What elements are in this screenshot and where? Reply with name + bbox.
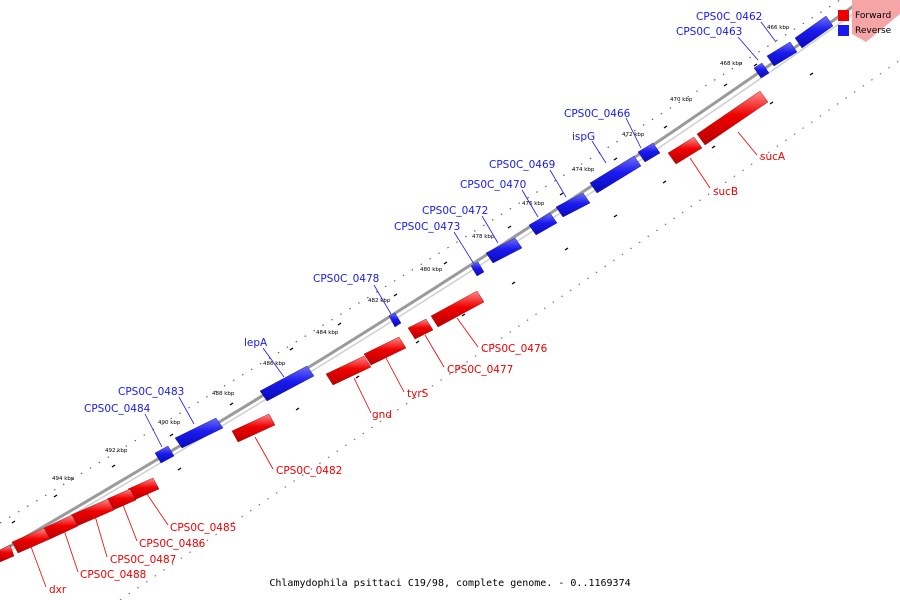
reverse-gene-boxes bbox=[154, 15, 834, 464]
gene-box-CPS0C_0470 bbox=[528, 212, 558, 236]
forward-leader-lines bbox=[29, 131, 758, 588]
tick-label-478: 478 kbp bbox=[472, 234, 495, 240]
gene-label-CPS0C_0476: CPS0C_0476 bbox=[481, 343, 548, 355]
tick-label-476: 476 kbp bbox=[522, 201, 545, 207]
tick-label-482: 482 kbp bbox=[368, 298, 391, 304]
top-right-fragment bbox=[852, 0, 900, 42]
gene-box-CPS0C_0476 bbox=[430, 290, 485, 328]
legend-reverse-label: Reverse bbox=[855, 25, 892, 36]
gene-label-tyrS: tyrS bbox=[407, 388, 429, 400]
gene-label-CPS0C_0469: CPS0C_0469 bbox=[489, 159, 555, 171]
gene-label-CPS0C_0485: CPS0C_0485 bbox=[170, 522, 236, 534]
gene-box-ispG bbox=[589, 155, 642, 194]
genome-backbone bbox=[0, 0, 863, 554]
gene-box-dxr bbox=[11, 527, 51, 554]
gene-box-CPS0C_0463b bbox=[753, 62, 770, 79]
legend-forward: Forward bbox=[838, 8, 891, 23]
inner-dotted-ring bbox=[119, 59, 900, 600]
gene-box-CPS0C_0472 bbox=[485, 237, 523, 264]
gene-label-CPS0C_0466: CPS0C_0466 bbox=[564, 108, 631, 120]
gene-box-gnd bbox=[325, 355, 372, 386]
gene-label-CPS0C_0470: CPS0C_0470 bbox=[460, 179, 526, 191]
gene-box-CPS0C_0484 bbox=[154, 445, 175, 464]
tick-label-474: 474 kbp bbox=[572, 167, 595, 173]
gene-label-lepA: lepA bbox=[244, 337, 268, 349]
gene-label-CPS0C_0483: CPS0C_0483 bbox=[118, 386, 184, 398]
gene-box-CPS0C_0466 bbox=[637, 142, 661, 163]
tick-label-484: 484 kbp bbox=[316, 330, 339, 336]
gene-label-dxr: dxr bbox=[49, 584, 67, 596]
legend-reverse-swatch bbox=[838, 25, 849, 36]
tick-label-490: 490 kbp bbox=[158, 420, 181, 426]
gene-label-CPS0C_0488: CPS0C_0488 bbox=[80, 569, 146, 581]
kbp-tick-labels: 466 kbp 468 kbp 470 kbp 472 kbp 474 kbp … bbox=[52, 25, 790, 482]
gene-box-CPS0C_0477 bbox=[407, 318, 434, 340]
gene-label-CPS0C_0486: CPS0C_0486 bbox=[139, 538, 206, 550]
ring-ticks bbox=[11, 19, 830, 524]
gene-label-ispG: ispG bbox=[572, 131, 595, 143]
gene-box-lepA bbox=[259, 365, 315, 402]
gene-label-CPS0C_0472: CPS0C_0472 bbox=[422, 205, 488, 217]
tick-label-470: 470 kbp bbox=[670, 97, 693, 103]
gene-label-sucA: sucA bbox=[760, 151, 786, 163]
legend: Forward Reverse bbox=[838, 8, 891, 38]
gene-box-CPS0C_0473 bbox=[470, 261, 485, 277]
gene-box-CPS0C_0482 bbox=[231, 413, 276, 443]
gene-label-CPS0C_0482: CPS0C_0482 bbox=[276, 465, 342, 477]
tick-label-488: 488 kbp bbox=[212, 391, 235, 397]
gene-label-CPS0C_0463: CPS0C_0463 bbox=[676, 26, 742, 38]
gene-label-CPS0C_0487: CPS0C_0487 bbox=[110, 554, 176, 566]
gene-label-CPS0C_0477: CPS0C_0477 bbox=[447, 364, 513, 376]
legend-forward-swatch bbox=[838, 10, 849, 21]
tick-label-494: 494 kbp bbox=[52, 476, 75, 482]
gene-label-CPS0C_0462: CPS0C_0462 bbox=[696, 11, 762, 23]
forward-gene-boxes bbox=[0, 90, 769, 563]
outer-dotted-ring bbox=[0, 0, 841, 524]
genome-backbone-inner bbox=[0, 1, 871, 558]
gene-label-gnd: gnd bbox=[372, 409, 392, 421]
forward-gene-labels: sucA sucB CPS0C_0476 CPS0C_0477 tyrS gnd… bbox=[49, 151, 786, 596]
gene-label-CPS0C_0478: CPS0C_0478 bbox=[313, 273, 379, 285]
reverse-leader-lines bbox=[144, 21, 777, 448]
gene-box-CPS0C_0463 bbox=[766, 41, 798, 67]
tick-label-472: 472 kbp bbox=[622, 132, 645, 138]
gene-label-CPS0C_0473: CPS0C_0473 bbox=[394, 221, 460, 233]
gene-box-CPS0C_0483 bbox=[174, 417, 224, 449]
tick-label-468: 468 kbp bbox=[720, 61, 743, 67]
gene-box-CPS0C_0488 bbox=[43, 514, 79, 540]
gene-box-CPS0C_0469 bbox=[555, 192, 591, 218]
gene-label-CPS0C_0484: CPS0C_0484 bbox=[84, 403, 151, 415]
legend-reverse: Reverse bbox=[838, 23, 891, 38]
tick-label-480: 480 kbp bbox=[420, 267, 443, 273]
tick-label-466: 466 kbp bbox=[767, 25, 790, 31]
reverse-gene-labels: CPS0C_0462 CPS0C_0463 CPS0C_0466 ispG CP… bbox=[84, 11, 762, 415]
gene-box-tyrS bbox=[363, 336, 407, 366]
genome-caption: Chlamydophila psittaci C19/98, complete … bbox=[269, 578, 631, 589]
gene-box-sucA bbox=[696, 90, 769, 146]
gene-box-CPS0C_0462 bbox=[794, 15, 834, 49]
gene-box-sucB bbox=[667, 136, 703, 165]
gene-label-sucB: sucB bbox=[713, 186, 738, 198]
gene-box-CPS0C_0478 bbox=[388, 312, 402, 328]
legend-forward-label: Forward bbox=[855, 10, 892, 21]
tick-label-492: 492 kbp bbox=[105, 448, 128, 454]
gene-box-edge bbox=[0, 544, 15, 563]
